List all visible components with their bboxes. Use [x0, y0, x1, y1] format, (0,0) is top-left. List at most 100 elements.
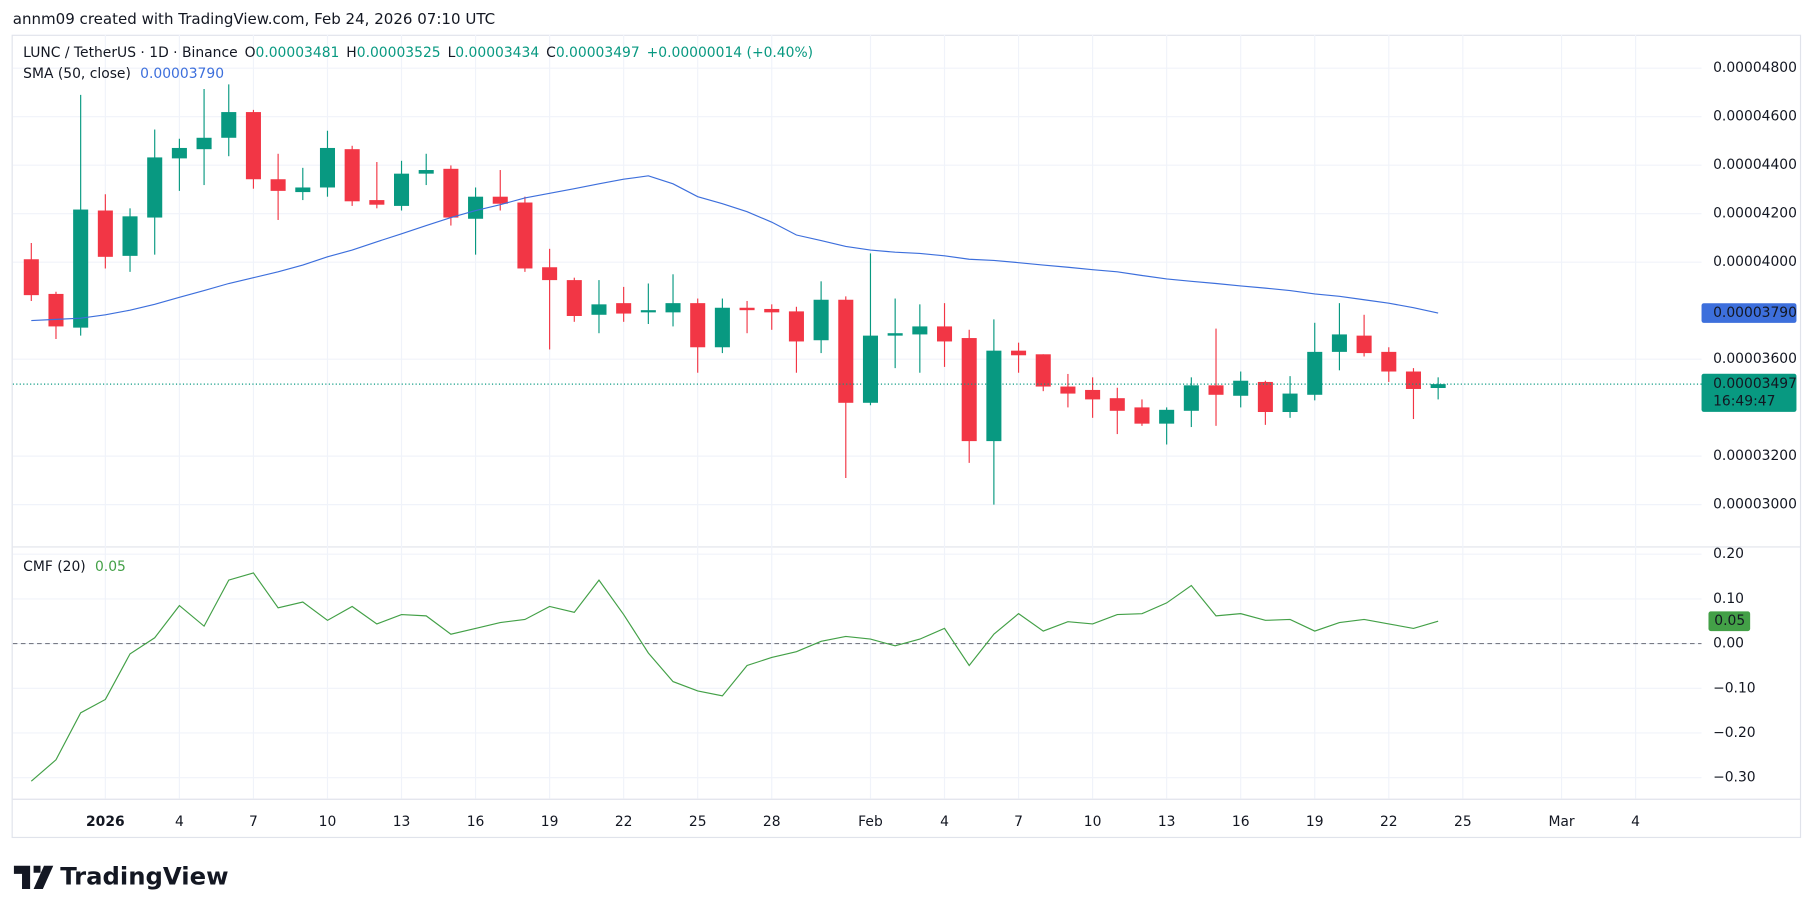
symbol: LUNC / TetherUS · 1D · Binance [23, 45, 237, 61]
candle-body [566, 280, 582, 316]
x-tick-label: 13 [1158, 814, 1176, 830]
y-tick-label: 0.00004000 [1713, 254, 1797, 270]
x-tick-label: 19 [541, 814, 559, 830]
candle-body [616, 303, 632, 314]
candle-body [418, 170, 434, 174]
y-tick-label: 0.00003200 [1713, 448, 1797, 464]
candle-body [591, 304, 607, 315]
candle-body [1060, 386, 1076, 394]
candle-body [1430, 384, 1446, 389]
ohlc-label: H [346, 45, 356, 61]
candle-body [394, 173, 410, 206]
y-tick-label: 0.00003000 [1713, 497, 1797, 513]
candle-body [1282, 393, 1298, 413]
x-tick-label: 10 [319, 814, 337, 830]
x-tick-label: 4 [1631, 814, 1640, 830]
sma-badge [1701, 303, 1797, 323]
candle-body [1405, 371, 1421, 389]
candle-body [196, 137, 212, 150]
candle-body [936, 326, 953, 342]
x-tick-label: 2026 [86, 814, 125, 830]
legend-main: LUNC / TetherUS · 1D · Binance O0.0000348… [23, 45, 813, 61]
candle-body [221, 112, 237, 138]
x-tick-label: 19 [1306, 814, 1324, 830]
candle-body [468, 196, 484, 219]
candle-body [838, 299, 854, 403]
x-tick-label: 22 [615, 814, 633, 830]
cmf-tick-label: 0.00 [1713, 636, 1744, 652]
sma-badge-label: 0.00003790 [1713, 305, 1797, 321]
candle-body [1035, 354, 1051, 387]
candle-body [1208, 385, 1224, 395]
ohlc-value: 0.00003481 [255, 45, 339, 61]
candle-body [171, 147, 187, 159]
cmf-tick-label: −0.10 [1713, 680, 1756, 696]
x-tick-label: 7 [1014, 814, 1023, 830]
candle-body [1233, 380, 1249, 396]
cmf-badge-label: 0.05 [1714, 613, 1745, 629]
candle-body [739, 307, 755, 311]
candle-body [1381, 351, 1397, 372]
candle-body [270, 179, 286, 191]
cmf-name: CMF (20) [23, 559, 86, 575]
x-tick-label: 25 [1454, 814, 1472, 830]
axes: 2026 4 7 10 13 16 19 22 25 28 Feb 4 7 10 13 16 19 22 25 Mar… [86, 60, 1797, 830]
logo-mark [13, 865, 54, 889]
candle-body [640, 310, 656, 313]
candle-body [295, 187, 311, 193]
y-tick-label: 0.00004800 [1713, 60, 1797, 76]
ohlc-label: L [448, 45, 456, 61]
x-tick-label: 7 [249, 814, 258, 830]
candle-body [97, 210, 113, 257]
candle-body [492, 196, 508, 204]
candle-body [764, 308, 780, 313]
x-tick-label: 22 [1380, 814, 1398, 830]
cmf-tick-label: −0.30 [1713, 770, 1756, 786]
legend-cmf: CMF (20) 0.05 [23, 559, 126, 575]
sma-name: SMA (50, close) [23, 66, 131, 82]
candle-body [319, 147, 336, 188]
candle-body [23, 259, 39, 296]
ohlc-value: 0.00003497 [556, 45, 640, 61]
candle-body [517, 202, 533, 269]
candle-body [1257, 381, 1273, 413]
candle-body [1307, 351, 1323, 395]
sma-value: 0.00003790 [140, 66, 224, 82]
line [30, 572, 1439, 782]
brand-logo: TradingView [13, 861, 229, 890]
cmf-tick-label: −0.20 [1713, 725, 1756, 741]
x-tick-label: 13 [393, 814, 411, 830]
legend-sma: SMA (50, close) 0.00003790 [23, 66, 224, 82]
x-tick-label: Feb [858, 814, 883, 830]
candle-body [344, 149, 360, 202]
cmf-tick-label: 0.20 [1713, 546, 1744, 562]
candle-body [1356, 335, 1372, 354]
cmf-value: 0.05 [95, 559, 126, 575]
candle-body [1183, 385, 1199, 411]
cmf-badge [1708, 611, 1751, 632]
candle-body [961, 338, 977, 442]
candle-body [1085, 389, 1101, 400]
ohlc-label: O [245, 45, 256, 61]
candle-body [813, 299, 829, 341]
candle-body [147, 157, 163, 218]
candle-body [1159, 409, 1175, 424]
ohlc-label: C [546, 45, 556, 61]
candle-body [1134, 407, 1150, 424]
y-tick-label: 0.00003600 [1713, 351, 1797, 367]
candle-body [48, 293, 64, 327]
x-tick-label: 10 [1084, 814, 1102, 830]
candle-body [714, 307, 730, 348]
x-tick-label: 4 [175, 814, 184, 830]
price-badge-label: 0.00003497 [1713, 376, 1797, 392]
y-tick-label: 0.00004200 [1713, 206, 1797, 222]
x-tick-label: 16 [467, 814, 485, 830]
cmf-tick-label: 0.10 [1713, 591, 1744, 607]
y-tick-label: 0.00004600 [1713, 109, 1797, 125]
candle-body [665, 303, 681, 313]
countdown: 16:49:47 [1713, 393, 1775, 409]
ohlc-value: 0.00003525 [357, 45, 441, 61]
line [31, 175, 1439, 322]
candle-body [122, 216, 138, 256]
